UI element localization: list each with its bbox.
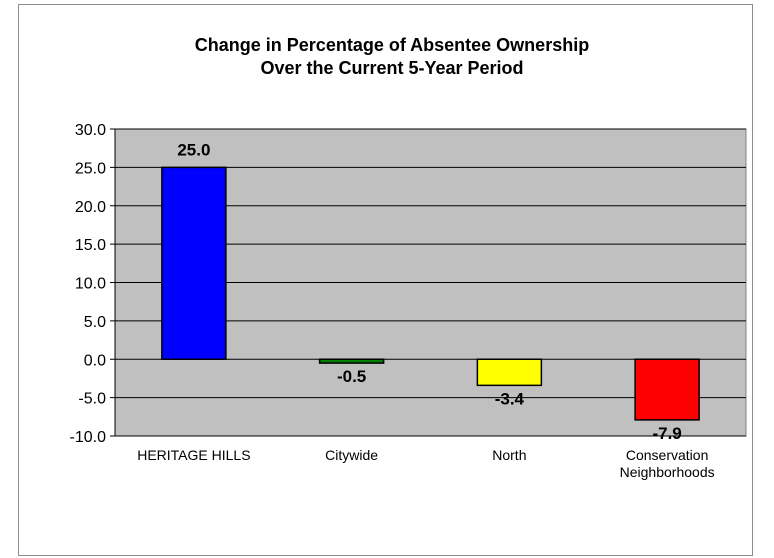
y-tick-label: 10.0 — [75, 276, 106, 293]
y-axis-ticks: 30.0 25.0 20.0 15.0 10.0 5.0 0.0 -5.0 -10.0 — [70, 122, 115, 446]
y-tick-label: 5.0 — [84, 314, 106, 331]
bar — [161, 166, 227, 360]
data-label: -7.9 — [652, 424, 681, 443]
y-tick-label: 30.0 — [75, 122, 106, 139]
bar — [476, 358, 543, 387]
category-label: Citywide — [325, 447, 378, 463]
bar-chart: Change in Percentage of Absentee Ownersh… — [70, 35, 747, 480]
data-labels: 25.0 -0.5 -3.4 -7.9 — [177, 140, 681, 443]
bars — [161, 166, 700, 421]
bar — [634, 358, 700, 421]
y-tick-label: -10.0 — [70, 429, 107, 446]
category-label: Neighborhoods — [620, 464, 715, 480]
bar — [318, 358, 385, 364]
chart-title-line: Change in Percentage of Absentee Ownersh… — [195, 35, 589, 55]
data-label: -3.4 — [495, 389, 525, 408]
x-axis-categories: HERITAGE HILLS Citywide North ConservationN… — [137, 447, 714, 480]
y-tick-label: -5.0 — [78, 391, 106, 408]
data-label: -0.5 — [337, 367, 366, 386]
category-label: HERITAGE HILLS — [137, 447, 250, 463]
data-label: 25.0 — [177, 140, 210, 159]
y-tick-label: 20.0 — [75, 199, 106, 216]
category-label: Conservation — [626, 447, 709, 463]
y-tick-label: 0.0 — [84, 352, 106, 369]
chart-title-line: Over the Current 5-Year Period — [260, 58, 523, 78]
chart-frame: Change in Percentage of Absentee Ownersh… — [18, 4, 753, 556]
y-tick-label: 25.0 — [75, 160, 106, 177]
y-tick-label: 15.0 — [75, 237, 106, 254]
category-label: North — [492, 447, 526, 463]
chart-title: Change in Percentage of Absentee Ownersh… — [195, 35, 589, 78]
